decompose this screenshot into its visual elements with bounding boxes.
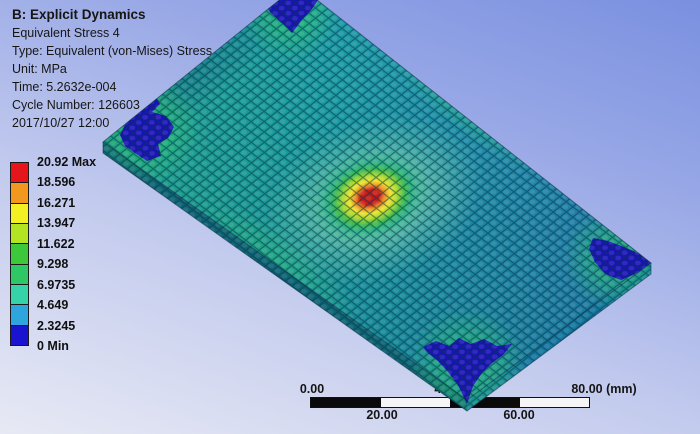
legend-band [11,264,28,285]
stress-legend: 20.92 Max 18.596 16.271 13.947 11.622 9.… [10,155,160,353]
legend-label: 11.622 [37,236,75,251]
result-unit: Unit: MPa [12,62,67,76]
scale-tick-label: 20.00 [366,408,398,422]
scale-tick-label: 0.00 [299,382,325,396]
legend-band [11,183,28,204]
analysis-title: B: Explicit Dynamics [12,7,146,22]
result-datetime: 2017/10/27 12:00 [12,116,110,130]
scale-tick-label: 60.00 [503,408,535,422]
legend-band [11,223,28,245]
legend-label: 13.947 [37,216,76,231]
scale-tick-label: 40.00 [434,382,466,396]
result-name: Equivalent Stress 4 [12,26,120,40]
result-type: Type: Equivalent (von-Mises) Stress [12,44,213,58]
stress-halo [264,115,482,285]
min-zone-top [262,0,318,33]
scale-segment [380,398,450,407]
plate-bottom-edge [102,142,652,412]
legend-band [11,284,28,306]
legend-band [11,305,28,326]
result-info-block: B: Explicit Dynamics Equivalent Stress 4… [12,6,212,132]
scale-tick-label: 80.00 (mm) [571,382,637,396]
legend-band [11,163,28,184]
scale-segment [311,398,381,407]
min-zone-right [589,238,651,280]
max-stress-hotspot [309,148,431,246]
legend-band [11,244,28,265]
scale-segment [519,398,589,407]
legend-label: 9.298 [37,257,69,272]
scale-segment [450,398,520,407]
legend-band [11,203,28,224]
scale-ruler-bar [310,397,590,408]
cycle-number: Cycle Number: 126603 [12,98,140,112]
legend-label: 4.649 [37,298,69,313]
legend-band [11,325,28,345]
legend-label: 16.271 [37,195,76,210]
legend-max-label: 20.92 Max [37,155,97,169]
legend-label: 6.9735 [37,277,76,292]
legend-color-bar [10,162,29,346]
legend-label: 2.3245 [37,318,76,333]
legend-min-label: 0 Min [37,339,69,353]
result-time: Time: 5.2632e-004 [12,80,117,94]
legend-label: 18.596 [37,175,76,190]
scale-ruler: 0.00 40.00 80.00 (mm) 20.00 60.00 [290,380,660,428]
